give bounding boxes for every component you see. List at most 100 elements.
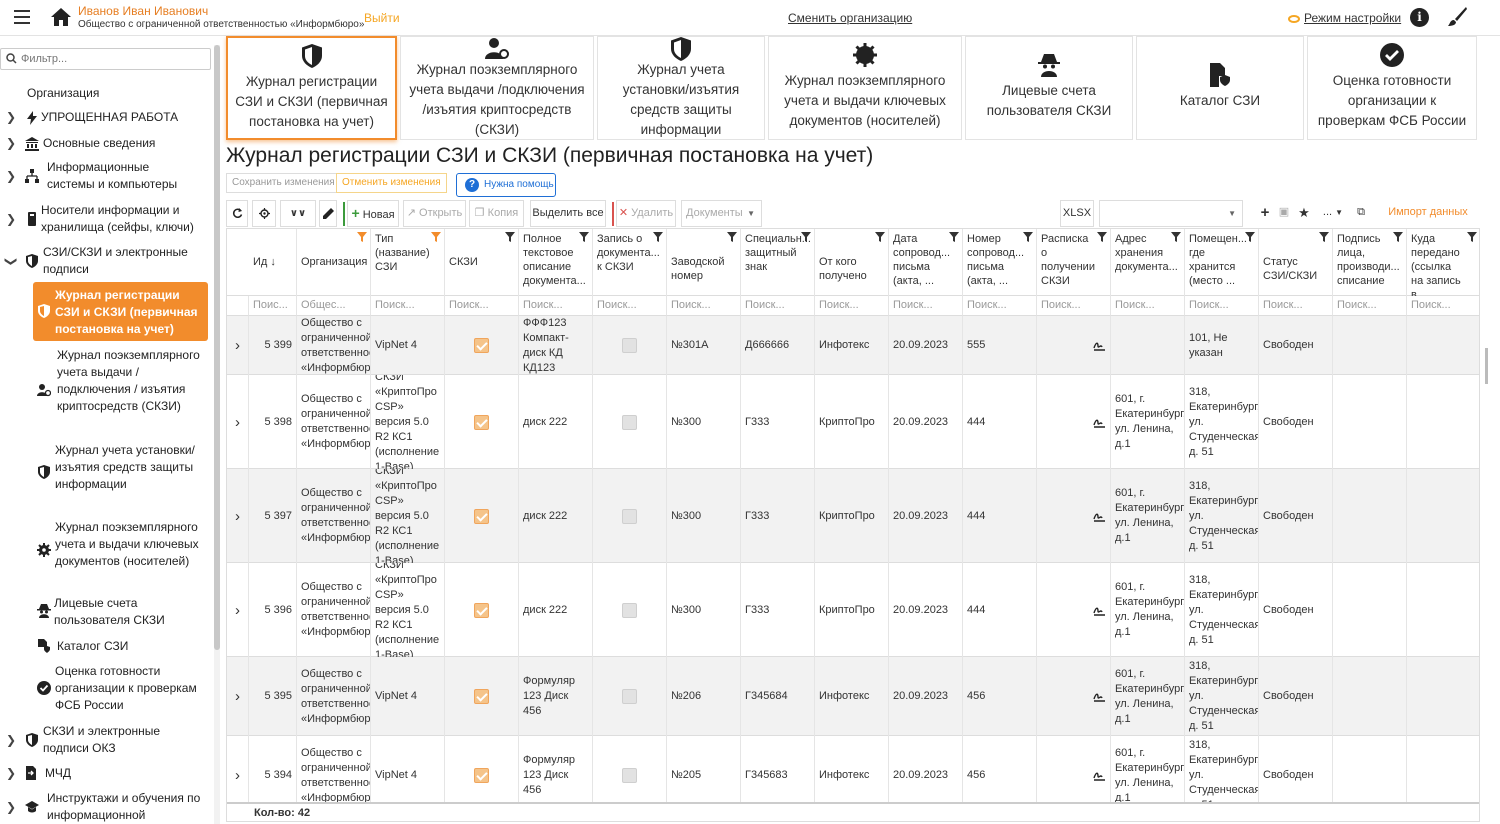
help-button[interactable]: ? Нужна помощь — [456, 173, 556, 197]
sidebar-item-info-systems[interactable]: ❯ Информационные системы и компьютеры — [0, 159, 210, 195]
save-view-button[interactable]: ▣ — [1276, 200, 1292, 227]
more-button[interactable]: ... ▼ — [1316, 200, 1350, 227]
filter-icon[interactable] — [1245, 232, 1255, 242]
chevron-right-icon[interactable]: ❯ — [6, 800, 17, 814]
copy-button[interactable]: ❐ Копия — [469, 200, 524, 227]
tile-personal-accounts[interactable]: Лицевые счета пользователя СКЗИ — [965, 36, 1133, 140]
favorite-button[interactable]: ★ — [1296, 200, 1312, 227]
delete-button[interactable]: ✕ Удалить — [616, 200, 676, 227]
column-header[interactable]: Расписка о получении СКЗИ — [1037, 229, 1111, 296]
change-org-link[interactable]: Сменить организацию — [788, 11, 913, 25]
column-header[interactable]: Куда передано (ссылка на запись в ... — [1407, 229, 1479, 296]
add-view-button[interactable]: + — [1258, 200, 1272, 227]
import-data-link[interactable]: Импорт данных — [1386, 200, 1470, 227]
home-icon[interactable] — [50, 7, 72, 27]
checkbox[interactable] — [622, 768, 637, 783]
chevron-right-icon[interactable]: ❯ — [6, 766, 17, 780]
select-all-button[interactable]: Выделить все — [530, 200, 606, 227]
tile-registration-journal[interactable]: Журнал регистрации СЗИ и СКЗИ (первичная… — [226, 36, 397, 140]
column-header[interactable]: От кого получено — [815, 229, 889, 296]
column-header[interactable]: Специальн... защитный знак — [741, 229, 815, 296]
filter-icon[interactable] — [1393, 232, 1403, 242]
sidebar-subitem-personal-accounts[interactable]: Лицевые счета пользователя СКЗИ — [33, 595, 208, 631]
sidebar-scrollbar[interactable] — [214, 45, 220, 650]
table-row[interactable]: › 5 394 Общество с ограниченной ответствен… — [227, 736, 1479, 815]
column-search-field[interactable]: Поиск... — [1185, 296, 1259, 316]
locate-button[interactable] — [252, 200, 276, 227]
tile-install-journal[interactable]: Журнал учета установки/изъятия средств з… — [597, 36, 765, 140]
sidebar-subitem-readiness[interactable]: Оценка готовности организации к проверка… — [33, 663, 208, 715]
open-button[interactable]: ↗ Открыть — [403, 200, 466, 227]
column-search-field[interactable]: Поиск... — [1037, 296, 1111, 316]
filter-icon[interactable] — [1319, 232, 1329, 242]
checkbox[interactable] — [474, 689, 489, 704]
filter-icon[interactable] — [431, 232, 441, 242]
table-row[interactable]: › 5 398 Общество с ограниченной ответствен… — [227, 375, 1479, 469]
checkbox[interactable] — [622, 414, 637, 430]
sidebar-item-trainings[interactable]: ❯ Инструктажи и обучения по информационн… — [0, 790, 210, 824]
documents-dropdown[interactable]: Документы ▼ — [681, 200, 762, 227]
filter-icon[interactable] — [1467, 232, 1477, 242]
column-header[interactable]: Адрес хранения документа... — [1111, 229, 1185, 296]
filter-icon[interactable] — [801, 232, 811, 242]
grid-scroll-thumb[interactable] — [1485, 348, 1488, 384]
edit-button[interactable] — [319, 200, 337, 227]
filter-icon[interactable] — [1171, 232, 1181, 242]
xlsx-button[interactable]: XLSX — [1060, 200, 1094, 227]
chevron-right-icon[interactable]: ❯ — [6, 169, 17, 183]
column-search-field[interactable]: Поиск... — [1407, 296, 1479, 316]
chevron-right-icon[interactable]: › — [227, 469, 249, 563]
chevron-right-icon[interactable]: › — [227, 657, 249, 736]
column-header[interactable]: Организация — [297, 229, 371, 296]
chevron-right-icon[interactable]: › — [227, 316, 249, 375]
grid-scrollbar[interactable] — [1480, 228, 1494, 822]
brush-icon[interactable] — [1446, 6, 1468, 28]
chevron-right-icon[interactable]: › — [227, 563, 249, 657]
checkbox[interactable] — [474, 768, 489, 783]
settings-mode-link[interactable]: Режим настройки — [1288, 11, 1401, 25]
filter-icon[interactable] — [949, 232, 959, 242]
column-search-field[interactable]: Поиск... — [371, 296, 445, 316]
column-header[interactable]: Статус СЗИ/СКЗИ — [1259, 229, 1333, 296]
filter-icon[interactable] — [1097, 232, 1107, 242]
column-search-field[interactable]: Поис... — [249, 296, 297, 316]
column-search-field[interactable]: Поиск... — [445, 296, 519, 316]
expand-all-icon[interactable]: ∨∨ — [289, 208, 307, 219]
new-button[interactable]: + Новая — [347, 200, 399, 227]
tile-catalog[interactable]: Каталог СЗИ — [1136, 36, 1304, 140]
checkbox[interactable] — [474, 508, 489, 524]
sidebar-subitem-issue-journal[interactable]: Журнал поэкземплярного учета выдачи /под… — [33, 347, 208, 433]
saved-views-dropdown[interactable]: ▼ — [1099, 200, 1243, 227]
column-header[interactable]: Ид ↓ — [249, 229, 297, 296]
column-header[interactable]: Тип (название) СЗИ — [371, 229, 445, 296]
sidebar-item-okz[interactable]: ❯ СКЗИ и электронные подписи ОКЗ — [0, 723, 210, 759]
column-header[interactable]: Номер сопровод... письма (акта, ... — [963, 229, 1037, 296]
column-header[interactable]: Помещен... где хранится (место ... — [1185, 229, 1259, 296]
column-header[interactable]: Полное текстовое описание документа... — [519, 229, 593, 296]
filter-icon[interactable] — [653, 232, 663, 242]
column-search-field[interactable]: Поиск... — [815, 296, 889, 316]
filter-icon[interactable] — [875, 232, 885, 242]
column-search-field[interactable]: Поиск... — [963, 296, 1037, 316]
column-search-field[interactable]: Поиск... — [1333, 296, 1407, 316]
sidebar-item-storage[interactable]: ❯ Носители информации и хранилища (сейфы… — [0, 202, 210, 238]
tile-issue-journal[interactable]: Журнал поэкземплярного учета выдачи /под… — [400, 36, 594, 140]
column-header[interactable]: Запись о документа... к СКЗИ — [593, 229, 667, 296]
table-row[interactable]: › 5 395 Общество с ограниченной ответствен… — [227, 657, 1479, 736]
table-row[interactable]: › 5 396 Общество с ограниченной ответствен… — [227, 563, 1479, 657]
checkbox[interactable] — [474, 414, 489, 430]
save-changes-button[interactable]: Сохранить изменения — [226, 173, 341, 193]
chevron-right-icon[interactable]: ❯ — [6, 733, 17, 747]
filter-icon[interactable] — [1023, 232, 1033, 242]
column-search-field[interactable]: Поиск... — [519, 296, 593, 316]
column-search-field[interactable]: Поиск... — [1111, 296, 1185, 316]
menu-icon[interactable] — [14, 10, 30, 24]
chevron-down-icon[interactable]: ❯ — [4, 256, 19, 267]
sidebar-item-szi-skzi[interactable]: ❯ СЗИ/СКЗИ и электронные подписи — [0, 244, 210, 280]
column-search-field[interactable]: Поиск... — [593, 296, 667, 316]
column-search-field[interactable]: Общес... — [297, 296, 371, 316]
column-header[interactable]: Заводской номер — [667, 229, 741, 296]
checkbox[interactable] — [622, 508, 637, 524]
column-header[interactable]: СКЗИ — [445, 229, 519, 296]
column-search-field[interactable]: Поиск... — [889, 296, 963, 316]
